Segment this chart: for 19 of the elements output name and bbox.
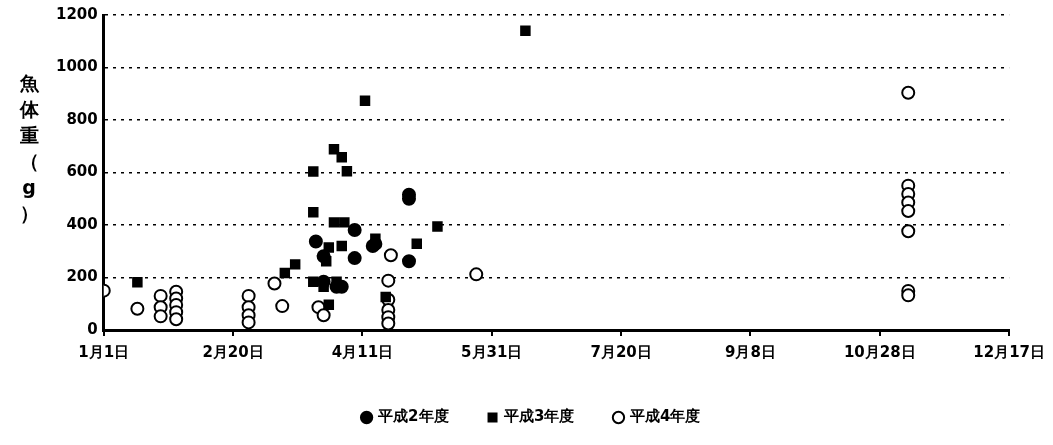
x-tick-label: 10月28日 <box>843 342 916 361</box>
x-tick-label: 12月17日 <box>973 342 1045 361</box>
y-axis-title: 魚体重（g） <box>18 71 40 226</box>
legend-label: 平成3年度 <box>503 407 575 426</box>
y-tick-label: 1200 <box>56 4 98 23</box>
y-tick-label: 800 <box>66 109 98 128</box>
x-tick-label: 2月20日 <box>202 342 264 361</box>
x-tick-label: 7月20日 <box>590 342 652 361</box>
legend-label: 平成4年度 <box>628 407 701 426</box>
legend-label: 平成2年度 <box>377 407 449 426</box>
y-tick-label: 600 <box>66 162 98 181</box>
y-tick-label: 200 <box>66 267 98 286</box>
x-tick-label: 5月31日 <box>461 342 523 361</box>
x-tick-label: 9月8日 <box>725 342 776 361</box>
y-tick-label: 1000 <box>56 57 98 76</box>
x-tick-label: 4月11日 <box>331 342 394 361</box>
y-tick-label: 0 <box>87 319 98 338</box>
y-tick-label: 400 <box>66 214 98 233</box>
x-tick-label: 1月1日 <box>78 342 130 361</box>
